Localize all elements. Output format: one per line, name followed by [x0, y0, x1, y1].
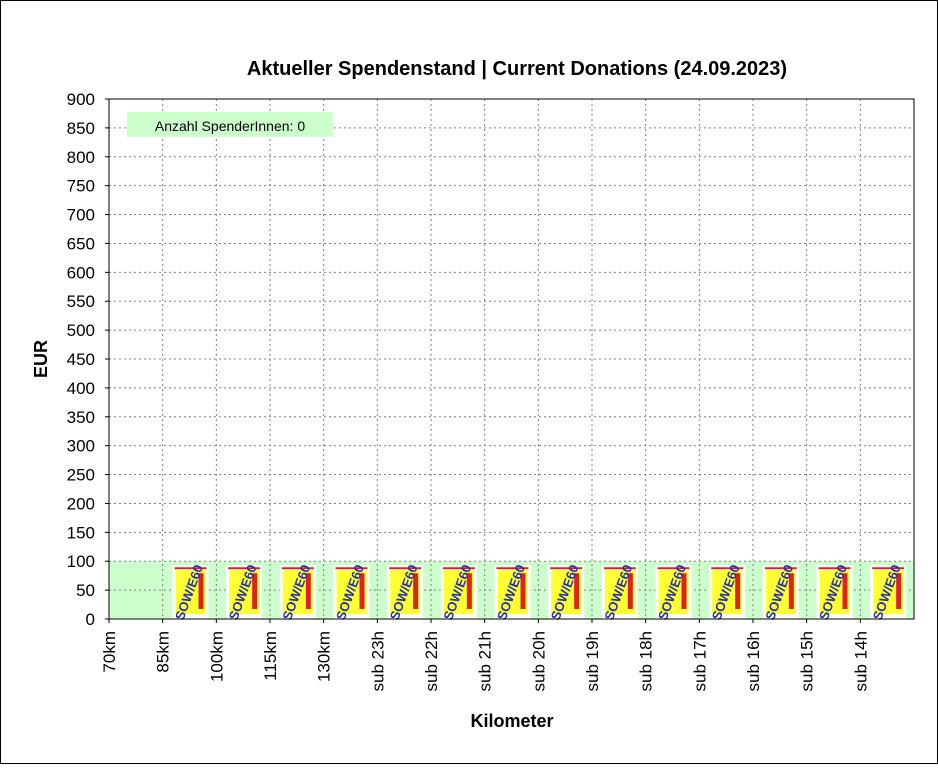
y-tick-label: 0	[86, 610, 95, 629]
y-tick-label: 150	[67, 523, 95, 542]
donation-bar-logo: SOW/E60	[279, 563, 316, 622]
x-tick-label: sub 19h	[583, 631, 602, 692]
y-tick-label: 600	[67, 263, 95, 282]
x-tick-label: sub 20h	[529, 631, 548, 692]
x-tick-label: 85km	[154, 631, 173, 673]
y-tick-label: 50	[76, 581, 95, 600]
x-tick-label: 100km	[207, 631, 226, 682]
donation-bar-logo: SOW/E60	[226, 563, 263, 622]
x-tick-label: 70km	[100, 631, 119, 673]
x-tick-label: sub 16h	[744, 631, 763, 692]
x-tick-label: sub 22h	[422, 631, 441, 692]
y-tick-label: 350	[67, 408, 95, 427]
donation-bar-logo: SOW/E60	[172, 563, 209, 622]
y-tick-label: 700	[67, 206, 95, 225]
y-tick-label: 850	[67, 119, 95, 138]
donation-bar-logo: SOW/E60	[816, 563, 853, 622]
donation-bar-logo: SOW/E60	[440, 563, 477, 622]
y-tick-label: 750	[67, 177, 95, 196]
y-tick-label: 800	[67, 148, 95, 167]
x-tick-label: sub 21h	[476, 631, 495, 692]
donation-bar-logo: SOW/E60	[709, 563, 746, 622]
y-tick-label: 500	[67, 321, 95, 340]
donation-bar-logo: SOW/E60	[655, 563, 692, 622]
x-tick-label: sub 23h	[368, 631, 387, 692]
annotation-box	[127, 112, 333, 137]
chart-title: Aktueller Spendenstand | Current Donatio…	[247, 58, 787, 80]
y-tick-label: 250	[67, 466, 95, 485]
y-tick-label: 300	[67, 437, 95, 456]
donation-bar-logo: SOW/E60	[870, 563, 907, 622]
y-tick-label: 200	[67, 494, 95, 513]
x-tick-label: 130km	[315, 631, 334, 682]
donation-bar-logo: SOW/E60	[387, 563, 424, 622]
donation-bar-logo: SOW/E60	[601, 563, 638, 622]
x-tick-label: sub 14h	[851, 631, 870, 692]
x-axis-label: Kilometer	[470, 711, 553, 731]
y-tick-label: 100	[67, 552, 95, 571]
x-tick-label: sub 18h	[637, 631, 656, 692]
y-tick-label: 400	[67, 379, 95, 398]
donor-count-annotation: Anzahl SpenderInnen: 0	[155, 118, 305, 134]
y-tick-label: 650	[67, 234, 95, 253]
x-tick-label: sub 17h	[690, 631, 709, 692]
y-axis-label: EUR	[31, 340, 51, 378]
donation-bar-logo: SOW/E60	[494, 563, 531, 622]
y-tick-label: 900	[67, 90, 95, 109]
donation-bar-logo: SOW/E60	[762, 563, 799, 622]
y-tick-label: 450	[67, 350, 95, 369]
donation-bar-logo: SOW/E60	[548, 563, 585, 622]
y-tick-label: 550	[67, 292, 95, 311]
donation-bar-logo: SOW/E60	[333, 563, 370, 622]
x-tick-label: sub 15h	[798, 631, 817, 692]
x-tick-label: 115km	[261, 631, 280, 681]
